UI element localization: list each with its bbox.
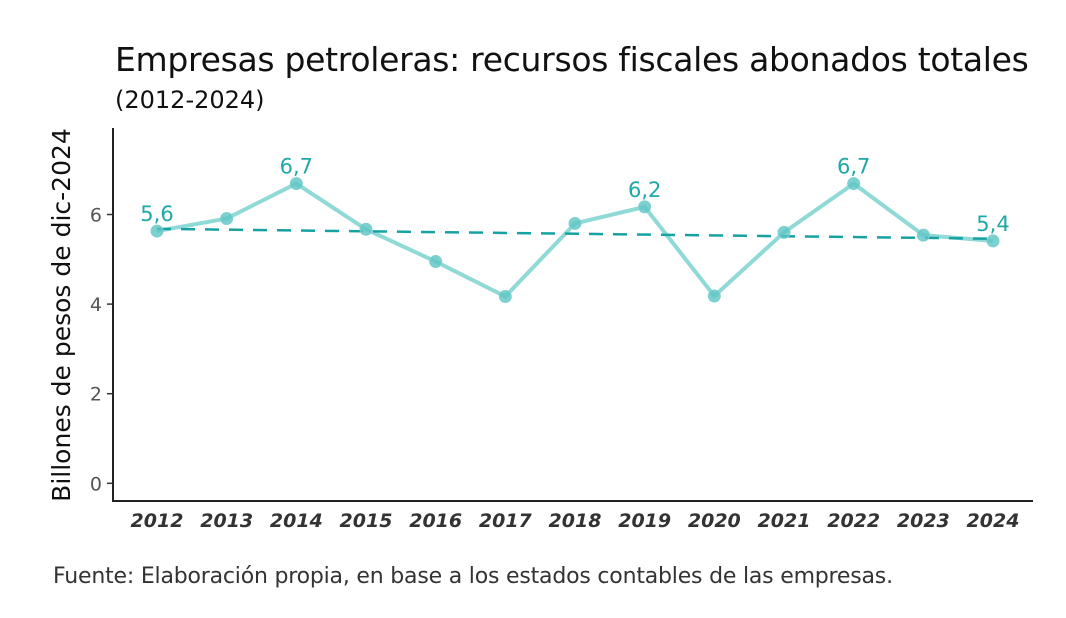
data-point-2023	[916, 228, 930, 242]
x-tick-label: 2017	[479, 510, 533, 532]
data-point-2012	[150, 224, 164, 238]
chart-caption: Fuente: Elaboración propia, en base a lo…	[53, 564, 893, 589]
x-tick-label: 2021	[758, 510, 811, 532]
x-tick-label: 2015	[340, 510, 393, 532]
trend-line	[156, 227, 994, 240]
data-label-2019: 6,2	[628, 178, 661, 202]
x-tick-label: 2024	[967, 510, 1020, 532]
x-tick-label: 2014	[270, 510, 323, 532]
data-point-2022	[847, 177, 861, 191]
x-tick-label: 2020	[688, 510, 741, 532]
data-label-2012: 5,6	[140, 202, 173, 226]
x-tick-label: 2022	[827, 510, 880, 532]
data-point-2014	[289, 177, 303, 191]
chart-title: Empresas petroleras: recursos fiscales a…	[115, 40, 1029, 79]
x-tick-label: 2013	[200, 510, 253, 532]
data-point-2013	[220, 212, 234, 226]
data-point-2016	[429, 255, 443, 269]
data-label-2022: 6,7	[837, 155, 870, 179]
x-tick-label: 2018	[549, 510, 602, 532]
x-tick-label: 2012	[131, 510, 184, 532]
y-tick-label: 2	[90, 384, 102, 406]
data-point-2018	[568, 216, 582, 230]
y-tick-label: 0	[90, 473, 102, 495]
data-point-2024	[986, 234, 1000, 248]
y-tick-label: 6	[90, 205, 102, 227]
y-axis-label: Billones de pesos de dic-2024	[47, 128, 76, 502]
data-label-2024: 5,4	[976, 212, 1009, 236]
data-label-2014: 6,7	[280, 155, 313, 179]
data-point-2017	[498, 289, 512, 303]
data-point-2015	[359, 222, 373, 236]
y-tick-label: 4	[90, 294, 102, 316]
x-tick-label: 2023	[897, 510, 950, 532]
x-tick-label: 2019	[618, 510, 671, 532]
x-tick-label: 2016	[409, 510, 462, 532]
series-line	[156, 181, 994, 299]
data-point-2021	[777, 225, 791, 239]
data-point-2019	[638, 200, 652, 214]
chart-subtitle: (2012-2024)	[115, 86, 265, 114]
data-point-2020	[707, 289, 721, 303]
